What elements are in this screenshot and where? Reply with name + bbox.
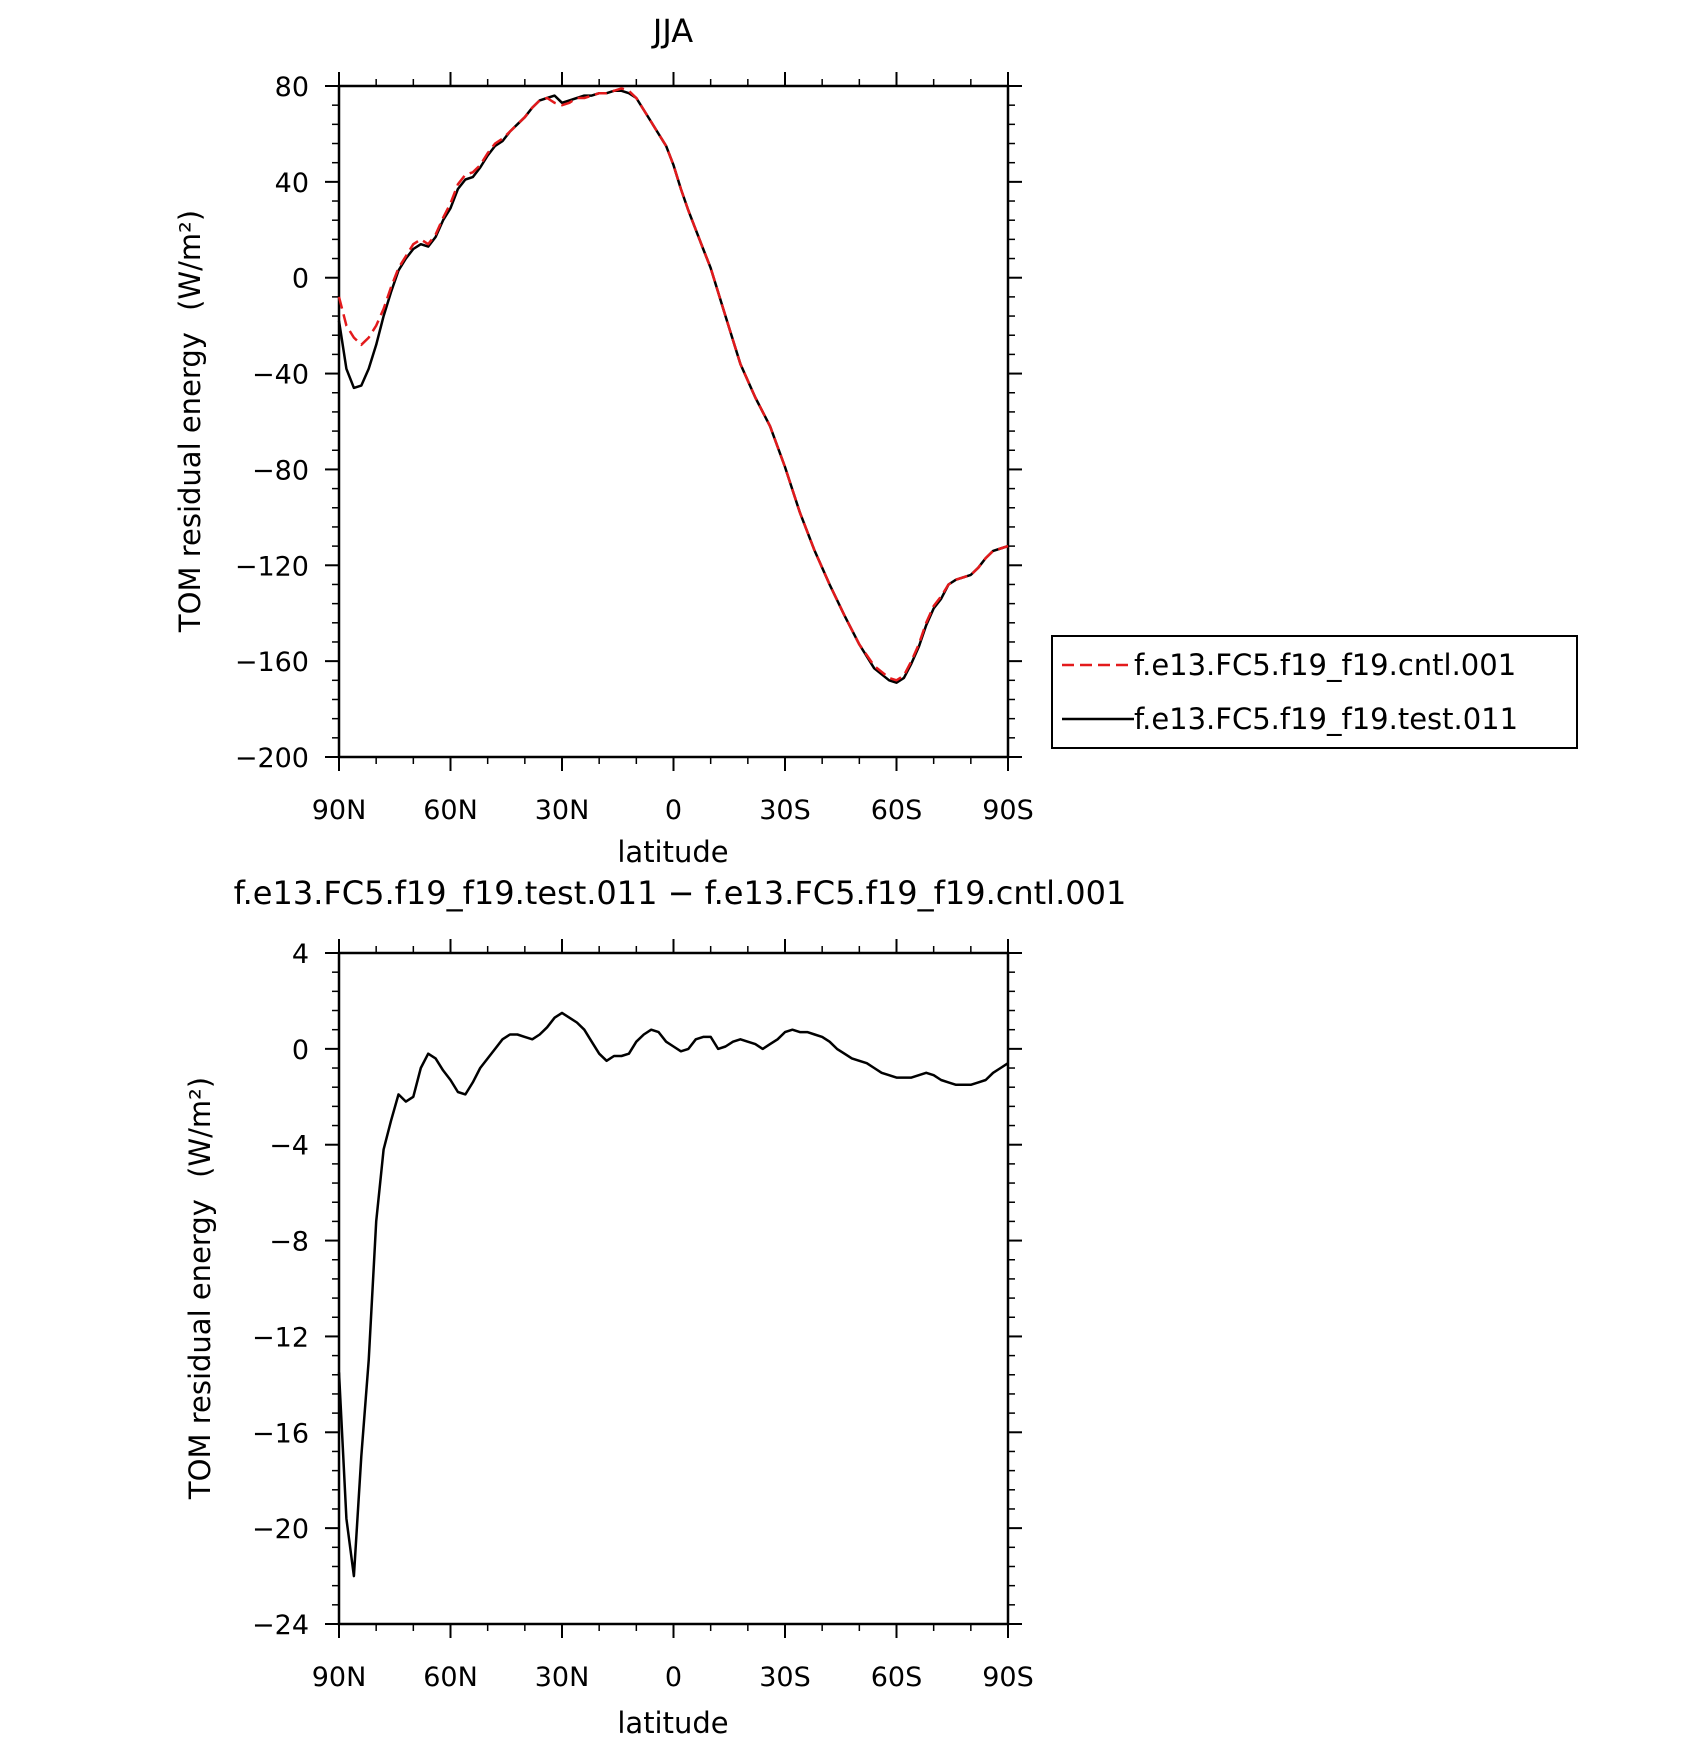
y-tick-label: 0 <box>292 264 309 295</box>
top-y-tick-labels: 80 40 0 −40 −80 −120 −160 −200 <box>235 72 309 774</box>
y-tick-label: −16 <box>252 1418 309 1449</box>
bottom-plot-frame <box>337 951 1010 1626</box>
bottom-panel: f.e13.FC5.f19_f19.test.011 − f.e13.FC5.f… <box>183 874 1126 1740</box>
y-tick-label: −24 <box>252 1610 309 1641</box>
x-tick-label: 0 <box>665 795 682 826</box>
x-tick-label: 60N <box>423 1662 478 1693</box>
top-plot-area <box>325 72 1022 771</box>
top-y-axis-unit: (W/m²) <box>173 210 207 311</box>
x-tick-label: 60S <box>871 795 923 826</box>
x-tick-label: 30N <box>535 1662 590 1693</box>
top-plot-frame <box>337 84 1010 759</box>
bottom-y-axis-unit: (W/m²) <box>183 1077 217 1178</box>
top-ticks <box>325 72 1022 771</box>
svg-text:TOM residual energy (W: TOM residual energy (W/m²) <box>173 210 207 633</box>
x-tick-label: 90N <box>312 1662 367 1693</box>
top-y-axis-title-group: TOM residual energy (W/m²) <box>173 210 207 633</box>
y-tick-label: 40 <box>275 168 309 199</box>
bottom-x-tick-labels: 90N 60N 30N 0 30S 60S 90S <box>312 1662 1034 1693</box>
series-line-1-0 <box>337 1011 1009 1578</box>
y-tick-label: 80 <box>275 72 309 103</box>
y-tick-label: −8 <box>269 1227 309 1258</box>
top-panel: JJA 80 40 0 −40 −80 −120 −160 −200 90N 60N 30N 0 30… <box>173 12 1578 869</box>
top-chart-title: JJA <box>651 12 693 50</box>
y-tick-label: −120 <box>235 551 309 582</box>
x-tick-label: 90N <box>312 795 367 826</box>
x-tick-label: 30S <box>759 795 811 826</box>
y-tick-label: 4 <box>292 939 309 970</box>
y-tick-label: −80 <box>252 455 309 486</box>
x-tick-label: 60S <box>871 1662 923 1693</box>
top-series-lines <box>337 87 1009 684</box>
bottom-series-lines <box>337 1011 1009 1578</box>
legend-label-cntl: f.e13.FC5.f19_f19.cntl.001 <box>1134 648 1516 682</box>
bottom-x-axis-title: latitude <box>617 1706 728 1740</box>
svg-text:TOM residual energy (W: TOM residual energy (W/m²) <box>183 1077 217 1500</box>
x-tick-label: 30S <box>759 1662 811 1693</box>
y-tick-label: −4 <box>269 1131 309 1162</box>
y-tick-label: −20 <box>252 1514 309 1545</box>
y-tick-label: −40 <box>252 360 309 391</box>
bottom-y-tick-labels: 4 0 −4 −8 −12 −16 −20 −24 <box>252 939 309 1641</box>
y-tick-label: −12 <box>252 1322 309 1353</box>
legend-label-test: f.e13.FC5.f19_f19.test.011 <box>1134 702 1518 736</box>
y-tick-label: −200 <box>235 743 309 774</box>
legend-box <box>1051 635 1578 749</box>
x-tick-label: 30N <box>535 795 590 826</box>
x-tick-label: 0 <box>665 1662 682 1693</box>
bottom-chart-title: f.e13.FC5.f19_f19.test.011 − f.e13.FC5.f… <box>234 874 1127 912</box>
bottom-y-axis-title: TOM residual energy <box>183 1199 217 1500</box>
x-tick-label: 90S <box>982 795 1034 826</box>
bottom-y-axis-title-group: TOM residual energy (W/m²) <box>183 1077 217 1500</box>
y-tick-label: 0 <box>292 1035 309 1066</box>
x-tick-label: 90S <box>982 1662 1034 1693</box>
top-x-tick-labels: 90N 60N 30N 0 30S 60S 90S <box>312 795 1034 826</box>
series-line-0-1 <box>337 89 1009 684</box>
legend: f.e13.FC5.f19_f19.cntl.001 f.e13.FC5.f19… <box>1051 635 1578 749</box>
top-x-axis-title: latitude <box>617 835 728 869</box>
series-line-0-0 <box>337 87 1009 682</box>
bottom-plot-area <box>325 939 1022 1638</box>
top-y-axis-title: TOM residual energy <box>173 332 207 633</box>
y-tick-label: −160 <box>235 647 309 678</box>
bottom-ticks <box>325 939 1022 1638</box>
x-tick-label: 60N <box>423 795 478 826</box>
